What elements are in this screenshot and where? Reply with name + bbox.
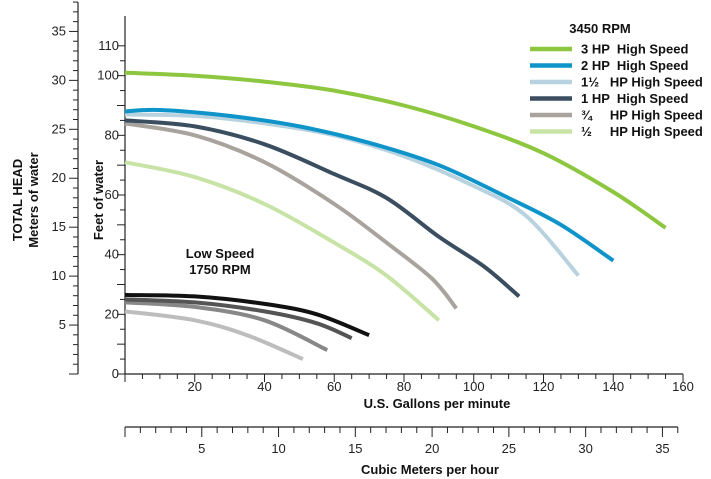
- y-tick-label: 40: [105, 247, 119, 262]
- legend-label: 2 HP High Speed: [581, 58, 688, 73]
- cubic-tick-label: 35: [655, 441, 669, 456]
- y-tick-label: 20: [105, 306, 119, 321]
- y-tick-label: 80: [105, 127, 119, 142]
- cubic-tick-label: 10: [271, 441, 285, 456]
- series-line-hp-high-speed: [124, 121, 458, 310]
- meters-tick-label: 20: [52, 170, 66, 185]
- series-line-3-hp-low-speed: [124, 292, 370, 338]
- y-axis-title: Feet of water: [91, 160, 106, 240]
- secondary-x-axis-title: Cubic Meters per hour: [361, 462, 499, 477]
- ticks-layer: 0 20 40 60 80 100 110 20 40 60 80 100 120 140 160 5 10 15…: [52, 1, 694, 456]
- meters-tick-label: 25: [52, 121, 66, 136]
- series-line-1-hp-high-speed: [124, 118, 521, 298]
- legend-label: 3 HP High Speed: [581, 42, 688, 57]
- series-layer: [124, 70, 667, 361]
- x-tick-label: 100: [463, 379, 485, 394]
- meters-tick-label: 35: [52, 23, 66, 38]
- series-line-1-hp-low-speed: [124, 309, 304, 361]
- low-speed-annotation-line2: 1750 RPM: [189, 262, 250, 277]
- cubic-tick-label: 30: [578, 441, 592, 456]
- y-tick-label: 100: [97, 68, 119, 83]
- series-line-1-hp-low-speed: [124, 300, 329, 352]
- meters-tick-label: 30: [52, 72, 66, 87]
- legend-title: 3450 RPM: [569, 21, 630, 36]
- legend-label: 1 HP High Speed: [581, 91, 688, 106]
- cubic-tick-label: 5: [198, 441, 205, 456]
- series-line-2-hp-low-speed: [124, 297, 353, 341]
- x-tick-label: 20: [188, 379, 202, 394]
- series-line-2-hp-high-speed: [124, 107, 615, 263]
- legend-label: ½ HP High Speed: [581, 124, 703, 139]
- y-tick-label: 110: [98, 38, 119, 53]
- series-line-3-hp-high-speed: [124, 70, 667, 230]
- legend-label: ¾ HP High Speed: [581, 108, 703, 123]
- low-speed-annotation-line1: Low Speed: [186, 246, 255, 261]
- cubic-tick-label: 20: [425, 441, 439, 456]
- meters-tick-label: 5: [59, 317, 66, 332]
- meters-tick-label: 15: [52, 219, 66, 234]
- meters-tick-label: 10: [52, 268, 66, 283]
- x-tick-label: 60: [327, 379, 341, 394]
- x-tick-label: 140: [602, 379, 624, 394]
- x-tick-label: 120: [533, 379, 555, 394]
- x-tick-label: 80: [397, 379, 411, 394]
- secondary-y-axis-title-line2: Meters of water: [26, 152, 41, 247]
- cubic-tick-label: 25: [502, 441, 516, 456]
- x-tick-label: 160: [672, 379, 694, 394]
- series-line-hp-high-speed: [124, 160, 441, 322]
- secondary-y-axis-title-line1: TOTAL HEAD: [10, 159, 25, 241]
- x-tick-label: 40: [257, 379, 271, 394]
- legend-label: 1½ HP High Speed: [581, 75, 703, 90]
- y-tick-label: 0: [112, 366, 119, 381]
- y-tick-label: 60: [105, 187, 119, 202]
- cubic-tick-label: 15: [348, 441, 362, 456]
- x-axis-title: U.S. Gallons per minute: [364, 396, 511, 411]
